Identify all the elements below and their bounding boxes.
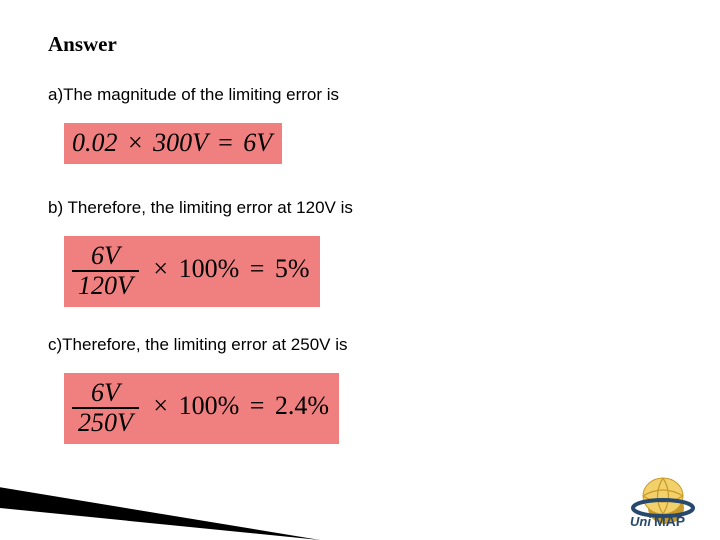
svg-text:MAP: MAP (654, 513, 685, 529)
equation-b: 6V 120V × 100% = 5% (64, 236, 320, 307)
item-b-text: b) Therefore, the limiting error at 120V… (48, 198, 672, 218)
eq-b-eqsym: = (246, 254, 269, 283)
equation-c: 6V 250V × 100% = 2.4% (64, 373, 339, 444)
eq-c-den: 250V (72, 407, 139, 438)
item-a-text: a)The magnitude of the limiting error is (48, 85, 672, 105)
eq-a-lhs: 0.02 (72, 128, 118, 157)
equation-a: 0.02 × 300V = 6V (64, 123, 282, 164)
item-c-text: c)Therefore, the limiting error at 250V … (48, 335, 672, 355)
eq-c-op: × (149, 391, 172, 420)
eq-a-eqsym: = (214, 128, 237, 157)
decorative-wedge-mask (0, 506, 320, 540)
unimap-logo: Uni MAP (628, 474, 698, 530)
eq-a-op: × (124, 128, 147, 157)
eq-b-fraction: 6V 120V (72, 242, 139, 301)
eq-c-num: 6V (72, 379, 139, 408)
eq-c-rhs: 2.4% (275, 391, 329, 420)
eq-c-fraction: 6V 250V (72, 379, 139, 438)
eq-b-mid: 100% (179, 254, 240, 283)
logo-svg: Uni MAP (628, 474, 698, 530)
svg-text:Uni: Uni (630, 514, 651, 529)
page-title: Answer (48, 32, 672, 57)
eq-b-op: × (149, 254, 172, 283)
slide: Answer a)The magnitude of the limiting e… (0, 0, 720, 540)
eq-b-num: 6V (72, 242, 139, 271)
eq-b-rhs: 5% (275, 254, 310, 283)
eq-a-rhs: 6V (243, 128, 272, 157)
eq-c-mid: 100% (179, 391, 240, 420)
eq-b-den: 120V (72, 270, 139, 301)
eq-a-mid: 300V (153, 128, 207, 157)
eq-c-eqsym: = (246, 391, 269, 420)
